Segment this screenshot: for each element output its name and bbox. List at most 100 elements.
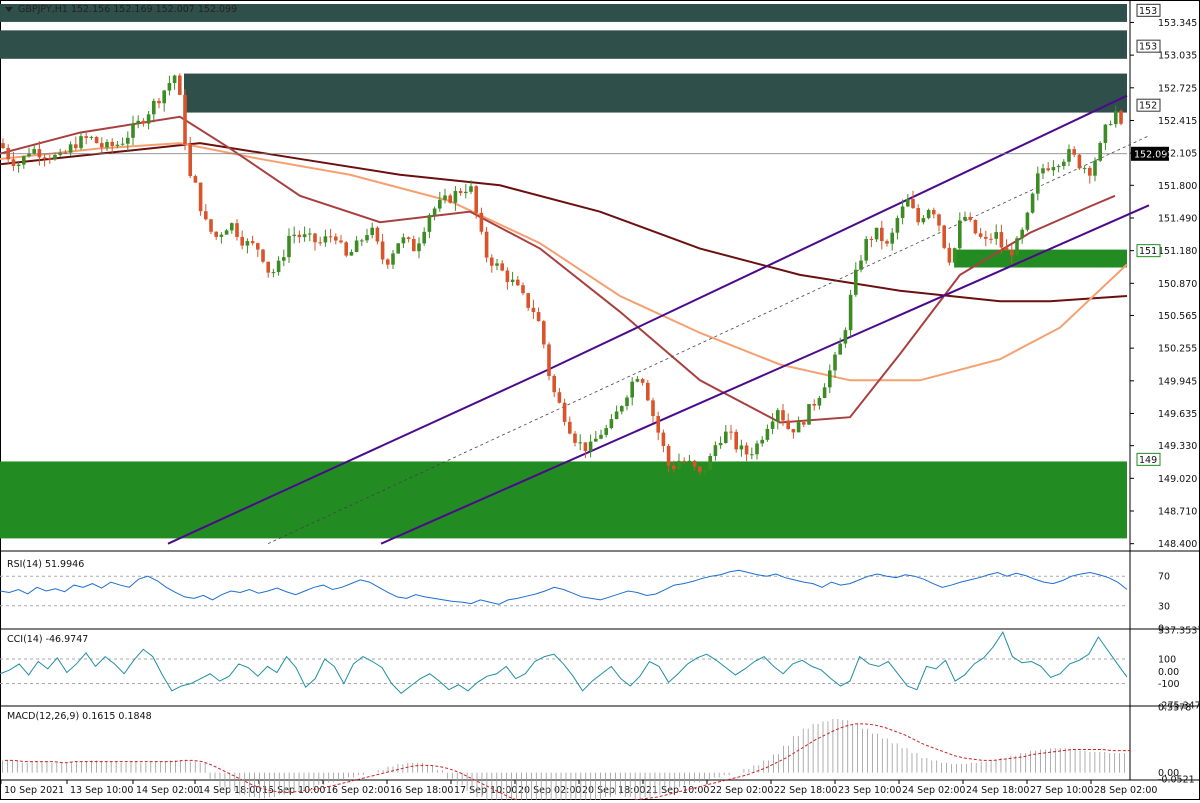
candle-body (152, 100, 156, 115)
rsi-tick-label: 30 (1158, 601, 1170, 612)
cci-tick-label: -100 (1158, 679, 1180, 690)
price-tick-label: 149.330 (1158, 441, 1197, 452)
candle-body (947, 247, 952, 263)
channel-lower-line (380, 204, 1150, 545)
price-tick-label: 148.710 (1158, 507, 1197, 518)
price-tick-label: 151.490 (1158, 213, 1197, 224)
candle-body (443, 195, 447, 200)
cci-tick-label: -275.3478 (1158, 701, 1200, 712)
candle-body (406, 237, 411, 239)
candle-body (973, 219, 978, 234)
candle-body (942, 225, 946, 248)
candle-body (937, 214, 941, 226)
candle-body (380, 241, 385, 260)
candle-body (1088, 167, 1092, 176)
candle-body (448, 195, 452, 203)
candle-body (48, 158, 52, 160)
candle-body (698, 466, 702, 472)
candle-body (599, 434, 603, 439)
candle-body (578, 442, 582, 444)
candle-body (807, 404, 811, 425)
cci-tick-label: 337.3537 (1158, 626, 1200, 637)
candle-body (1093, 160, 1097, 176)
candle-body (120, 143, 125, 145)
price-tick-label: 151.180 (1158, 246, 1197, 257)
candle-body (271, 272, 276, 274)
candle-body (1103, 124, 1108, 144)
time-tick-label: 20 Sep 02:00 (518, 785, 581, 796)
zone-tag-label: 153 (1139, 6, 1157, 17)
candle-body (1056, 165, 1061, 168)
cci-tick-label: 100 (1158, 655, 1176, 666)
candle-body (94, 136, 99, 144)
candle-body (105, 141, 109, 148)
candle-body (339, 240, 343, 243)
time-tick-label: 17 Sep 10:00 (454, 785, 517, 796)
candle-body (1098, 143, 1102, 161)
candle-body (542, 321, 546, 345)
candle-body (27, 153, 31, 157)
zone-rect-dark (0, 4, 1127, 22)
candle-body (687, 460, 692, 462)
candle-body (297, 234, 302, 238)
candle-body (770, 421, 775, 429)
candle-body (469, 186, 473, 192)
price-tick-label: 152.725 (1158, 83, 1197, 94)
candle-body (162, 90, 166, 104)
candle-body (276, 260, 281, 273)
candle-body (391, 253, 395, 265)
candle-body (1067, 149, 1071, 162)
candle-body (625, 397, 629, 407)
candle-body (1051, 167, 1056, 171)
candle-body (89, 136, 94, 138)
candle-body (635, 379, 640, 382)
price-tick-label: 153.035 (1158, 51, 1197, 62)
candle-body (219, 234, 224, 237)
candle-body (1114, 110, 1118, 125)
candle-body (963, 216, 967, 221)
candle-body (776, 410, 780, 422)
candle-body (115, 144, 120, 146)
candle-body (895, 218, 900, 233)
time-tick-label: 10 Sep 2021 (4, 785, 64, 796)
candle-body (245, 241, 250, 246)
candle-body (1025, 212, 1030, 230)
candle-body (755, 443, 759, 455)
candle-body (817, 397, 822, 406)
candle-body (864, 238, 868, 261)
candle-body (848, 294, 853, 331)
candle-body (261, 249, 265, 262)
candle-body (521, 285, 525, 294)
candle-body (287, 235, 291, 258)
chart-menu-triangle-icon[interactable] (5, 7, 13, 12)
candle-body (703, 469, 707, 472)
candle-body (11, 159, 16, 167)
candle-body (360, 240, 364, 242)
candle-body (292, 234, 296, 236)
zone-tag-label: 152 (1139, 101, 1157, 112)
candle-body (84, 136, 88, 138)
candle-body (1030, 193, 1035, 213)
candle-body (583, 442, 588, 452)
candle-body (500, 263, 504, 271)
candle-body (921, 218, 926, 223)
candle-body (230, 223, 234, 231)
time-tick-label: 28 Sep 02:00 (1094, 785, 1157, 796)
candle-body (235, 223, 239, 237)
price-tick-label: 150.255 (1158, 344, 1197, 355)
zone-tag (1136, 39, 1161, 53)
candle-body (224, 230, 229, 235)
candle-body (1062, 161, 1066, 166)
candle-body (666, 445, 671, 466)
candle-body (198, 182, 203, 212)
candle-body (750, 454, 754, 456)
candle-body (822, 387, 827, 398)
candle-body (16, 164, 21, 167)
candle-body (74, 144, 78, 149)
time-tick-label: 14 Sep 02:00 (136, 785, 199, 796)
candle-body (713, 445, 718, 456)
candle-body (1, 143, 5, 148)
candle-body (562, 402, 567, 422)
candle-body (604, 428, 608, 435)
